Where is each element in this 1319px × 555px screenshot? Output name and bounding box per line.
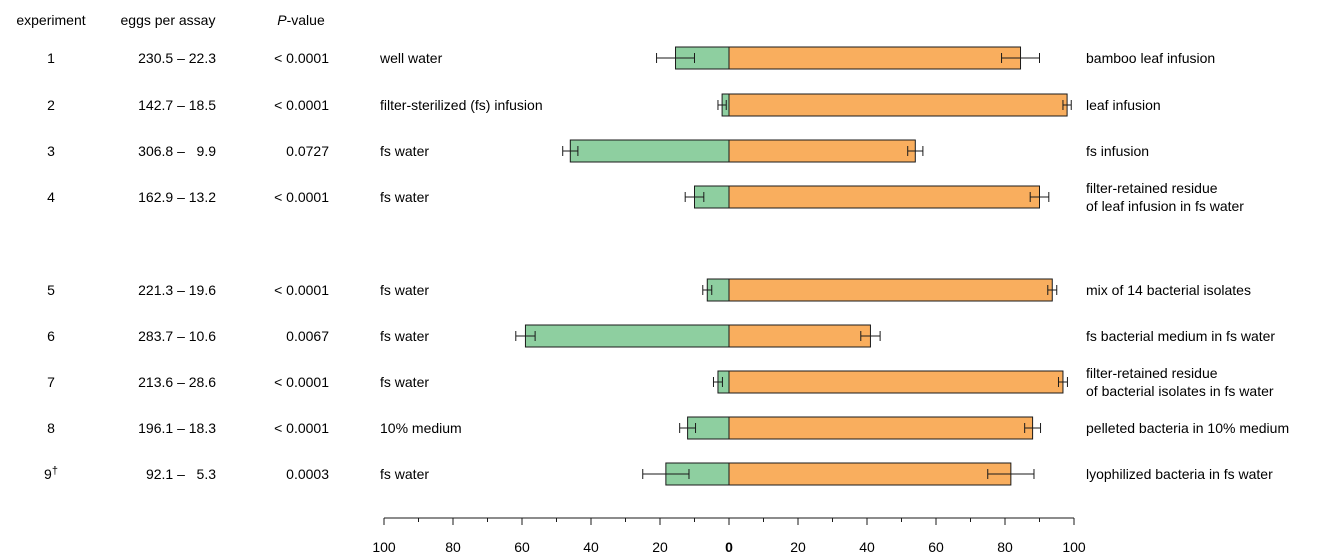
- chart-row: 8 196.1 – 18.3 < 0.0001 10% medium pelleted …: [47, 416, 1289, 440]
- experiment-number-text: 7: [47, 374, 55, 390]
- experiment-number-text: 3: [47, 143, 55, 159]
- x-axis: 100 80 60 40 20 0 20 40 60 80 100: [372, 517, 1086, 555]
- header-experiment: experiment: [16, 12, 85, 28]
- right-condition-label: fs bacterial medium in fs water: [1086, 328, 1275, 344]
- experiment-number-text: 2: [47, 97, 55, 113]
- x-tick-label: 100: [372, 539, 396, 555]
- eggs-per-assay: 142.7 – 18.5: [138, 97, 216, 113]
- eggs-per-assay: 213.6 – 28.6: [138, 374, 216, 390]
- left-condition-label: fs water: [380, 466, 429, 482]
- experiment-number-text: 8: [47, 420, 55, 436]
- x-tick-label: 40: [583, 539, 599, 555]
- x-tick-label: 0: [725, 539, 733, 555]
- left-bar: [524, 324, 730, 348]
- eggs-per-assay: 306.8 – 9.9: [138, 143, 216, 159]
- right-bar: [728, 462, 1012, 486]
- eggs-per-assay: 221.3 – 19.6: [138, 282, 216, 298]
- right-bar: [728, 370, 1064, 394]
- chart-row: 2 142.7 – 18.5 < 0.0001 filter-sterilized (…: [47, 93, 1161, 117]
- eggs-per-assay: 162.9 – 13.2: [138, 189, 216, 205]
- experiment-number: 8: [47, 420, 55, 436]
- chart-row: 4 162.9 – 13.2 < 0.0001 fs water filter-reta…: [47, 180, 1244, 214]
- eggs-per-assay: 92.1 – 5.3: [146, 466, 216, 482]
- right-condition-label: pelleted bacteria in 10% medium: [1086, 420, 1289, 436]
- x-tick-label: 80: [997, 539, 1013, 555]
- x-tick-label: 60: [928, 539, 944, 555]
- left-condition-label: fs water: [380, 189, 429, 205]
- chart-row: 9† 92.1 – 5.3 0.0003 fs water lyophilized ba…: [44, 462, 1273, 486]
- x-tick-label: 60: [514, 539, 530, 555]
- x-tick-label: 40: [859, 539, 875, 555]
- left-condition-label: fs water: [380, 328, 429, 344]
- right-bar: [728, 46, 1022, 70]
- right-bar: [728, 416, 1034, 440]
- right-condition-label: lyophilized bacteria in fs water: [1086, 466, 1273, 482]
- right-condition-label: bamboo leaf infusion: [1086, 50, 1215, 66]
- p-value: < 0.0001: [274, 189, 329, 205]
- chart-row: 6 283.7 – 10.6 0.0067 fs water fs bacterial …: [47, 324, 1275, 348]
- right-condition-label: mix of 14 bacterial isolates: [1086, 282, 1251, 298]
- right-condition-label: filter-retained residue: [1086, 365, 1218, 381]
- experiment-number-text: 5: [47, 282, 55, 298]
- left-bar: [569, 139, 730, 163]
- left-condition-label: fs water: [380, 374, 429, 390]
- experiment-number-text: 9: [44, 466, 52, 482]
- eggs-per-assay: 230.5 – 22.3: [138, 50, 216, 66]
- experiment-number-text: 6: [47, 328, 55, 344]
- header-p-value: P-value: [277, 12, 325, 28]
- p-value: 0.0003: [286, 466, 329, 482]
- p-value: 0.0067: [286, 328, 329, 344]
- experiment-number-text: 1: [47, 50, 55, 66]
- experiment-number: 2: [47, 97, 55, 113]
- dagger-mark: †: [52, 465, 58, 477]
- right-bar: [728, 185, 1040, 209]
- right-condition-label: leaf infusion: [1086, 97, 1161, 113]
- left-condition-label: 10% medium: [380, 420, 462, 436]
- p-value: 0.0727: [286, 143, 329, 159]
- right-bar: [728, 278, 1053, 302]
- experiment-number: 9†: [44, 465, 58, 482]
- left-condition-label: filter-sterilized (fs) infusion: [380, 97, 543, 113]
- experiment-number-text: 4: [47, 189, 55, 205]
- x-tick-label: 100: [1062, 539, 1086, 555]
- x-tick-label: 80: [445, 539, 461, 555]
- experiment-number: 3: [47, 143, 55, 159]
- right-bar: [728, 93, 1068, 117]
- header-p-italic: P: [277, 12, 287, 28]
- eggs-per-assay: 196.1 – 18.3: [138, 420, 216, 436]
- left-condition-label: fs water: [380, 282, 429, 298]
- chart-row: 3 306.8 – 9.9 0.0727 fs water fs infusion: [47, 139, 1149, 163]
- right-bar: [728, 324, 871, 348]
- experiment-number: 6: [47, 328, 55, 344]
- eggs-per-assay: 283.7 – 10.6: [138, 328, 216, 344]
- header-eggs-per-assay: eggs per assay: [121, 12, 216, 28]
- p-value: < 0.0001: [274, 50, 329, 66]
- chart-rows: 1 230.5 – 22.3 < 0.0001 well water bamboo le…: [44, 46, 1289, 486]
- x-tick-label: 20: [790, 539, 806, 555]
- right-condition-label: of bacterial isolates in fs water: [1086, 383, 1274, 399]
- chart-row: 7 213.6 – 28.6 < 0.0001 fs water filter-reta…: [47, 365, 1274, 399]
- left-condition-label: fs water: [380, 143, 429, 159]
- experiment-number: 4: [47, 189, 55, 205]
- experiment-number: 1: [47, 50, 55, 66]
- right-bar: [728, 139, 916, 163]
- right-condition-label: of leaf infusion in fs water: [1086, 198, 1244, 214]
- chart-row: 1 230.5 – 22.3 < 0.0001 well water bamboo le…: [47, 46, 1215, 70]
- p-value: < 0.0001: [274, 282, 329, 298]
- left-condition-label: well water: [379, 50, 443, 66]
- experiment-number: 7: [47, 374, 55, 390]
- right-condition-label: filter-retained residue: [1086, 180, 1218, 196]
- header-p-rest: -value: [287, 12, 325, 28]
- x-tick-label: 20: [652, 539, 668, 555]
- experiment-number: 5: [47, 282, 55, 298]
- p-value: < 0.0001: [274, 374, 329, 390]
- right-condition-label: fs infusion: [1086, 143, 1149, 159]
- p-value: < 0.0001: [274, 97, 329, 113]
- chart-row: 5 221.3 – 19.6 < 0.0001 fs water mix of 14 b…: [47, 278, 1251, 302]
- p-value: < 0.0001: [274, 420, 329, 436]
